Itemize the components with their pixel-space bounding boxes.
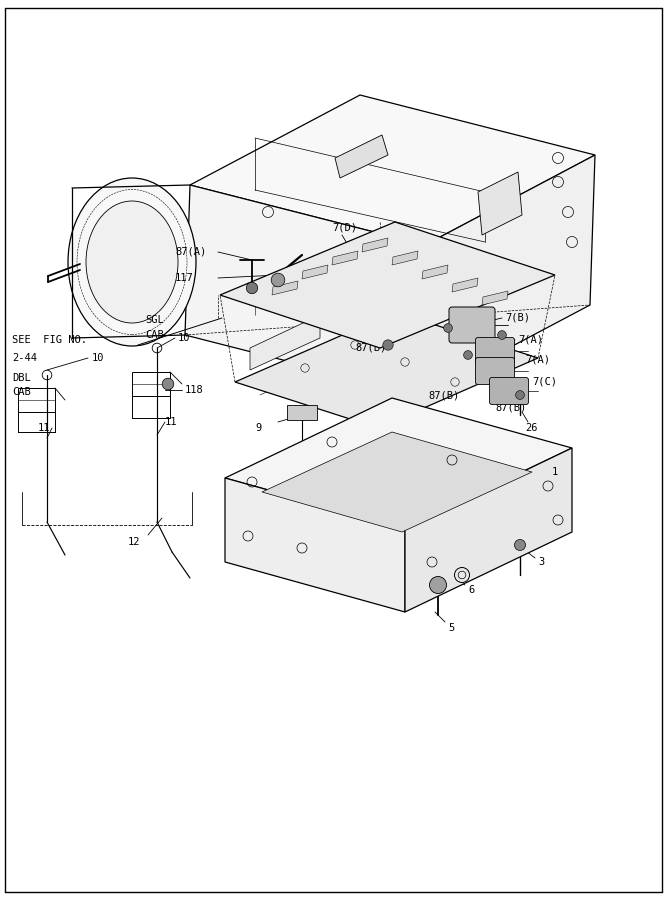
Text: CAB: CAB <box>12 387 31 397</box>
Circle shape <box>162 378 174 390</box>
Text: SGL: SGL <box>145 315 164 325</box>
Polygon shape <box>190 95 595 245</box>
Text: 3: 3 <box>538 557 544 567</box>
Text: CAB: CAB <box>145 330 164 340</box>
Text: 118: 118 <box>185 385 203 395</box>
Text: 87(B): 87(B) <box>428 390 460 400</box>
Polygon shape <box>420 155 595 395</box>
Text: 87(B): 87(B) <box>495 403 526 413</box>
Text: 10: 10 <box>92 353 105 363</box>
Text: 11: 11 <box>38 423 51 433</box>
Polygon shape <box>235 312 538 428</box>
Circle shape <box>383 340 394 350</box>
Polygon shape <box>422 265 448 279</box>
Ellipse shape <box>68 178 196 346</box>
FancyBboxPatch shape <box>476 357 514 384</box>
Text: 12: 12 <box>128 537 141 547</box>
Polygon shape <box>262 432 532 532</box>
Text: 7(B): 7(B) <box>505 313 530 323</box>
Polygon shape <box>335 135 388 178</box>
Polygon shape <box>225 478 405 612</box>
Polygon shape <box>220 222 555 348</box>
Ellipse shape <box>86 201 178 323</box>
Polygon shape <box>482 291 508 305</box>
FancyBboxPatch shape <box>490 377 528 404</box>
Polygon shape <box>452 278 478 292</box>
Text: 11: 11 <box>165 417 177 427</box>
Circle shape <box>514 539 526 551</box>
Text: 1: 1 <box>552 467 558 477</box>
Polygon shape <box>478 172 522 235</box>
Text: 87(B): 87(B) <box>355 343 386 353</box>
Polygon shape <box>332 251 358 265</box>
Text: 10: 10 <box>178 333 191 343</box>
Text: SEE  FIG NO.: SEE FIG NO. <box>12 335 87 345</box>
Polygon shape <box>185 185 425 395</box>
Circle shape <box>464 351 472 359</box>
Polygon shape <box>405 448 572 612</box>
Polygon shape <box>250 315 320 370</box>
Polygon shape <box>287 405 317 420</box>
Text: 7(A): 7(A) <box>518 335 543 345</box>
FancyBboxPatch shape <box>449 307 495 343</box>
Text: 9: 9 <box>255 423 261 433</box>
Text: 7(D): 7(D) <box>332 223 357 233</box>
FancyBboxPatch shape <box>476 338 514 364</box>
Text: DBL: DBL <box>12 373 31 383</box>
Text: 26: 26 <box>525 423 538 433</box>
Polygon shape <box>392 251 418 265</box>
Circle shape <box>430 577 446 593</box>
Polygon shape <box>302 265 328 279</box>
Text: 7(A): 7(A) <box>525 355 550 365</box>
Text: 7(C): 7(C) <box>532 377 557 387</box>
Text: 5: 5 <box>448 623 454 633</box>
Circle shape <box>246 283 257 293</box>
Text: 2-44: 2-44 <box>12 353 37 363</box>
Text: 6: 6 <box>468 585 474 595</box>
Circle shape <box>271 274 285 287</box>
Polygon shape <box>272 281 298 295</box>
Circle shape <box>516 391 524 400</box>
Circle shape <box>498 330 506 339</box>
Circle shape <box>444 324 452 332</box>
Text: 117: 117 <box>175 273 193 283</box>
Text: 87(A): 87(A) <box>175 247 206 257</box>
Polygon shape <box>225 398 572 528</box>
Polygon shape <box>362 238 388 252</box>
